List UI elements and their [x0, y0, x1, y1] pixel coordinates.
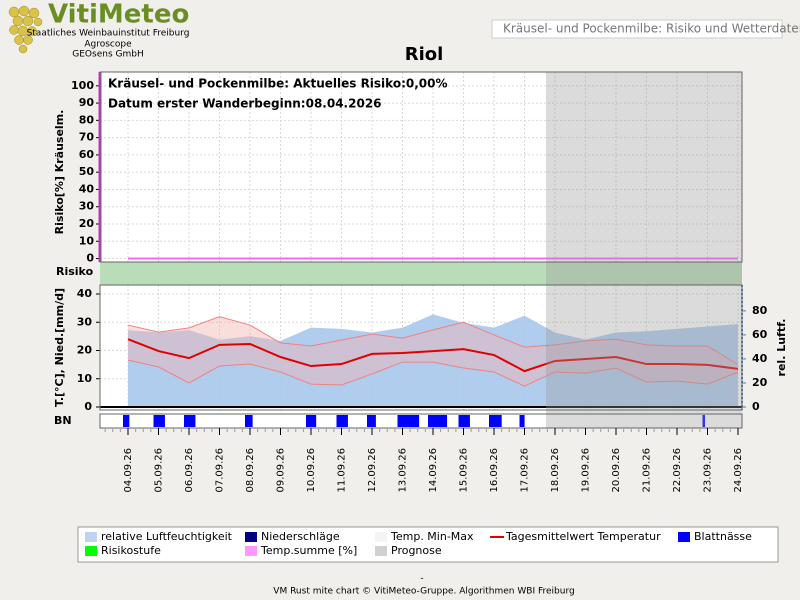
leaf-wetness-block	[123, 415, 130, 427]
legend-swatch	[245, 532, 257, 542]
x-tick-label: 06.09.26	[184, 448, 195, 493]
leaf-wetness-block	[153, 415, 165, 427]
legend-label: Niederschläge	[261, 530, 340, 543]
x-tick-label: 21.09.26	[642, 448, 653, 493]
row-label: BN	[54, 414, 72, 427]
y2-tick-label: 60	[752, 328, 768, 341]
x-tick-label: 19.09.26	[581, 448, 592, 493]
band-label: Risiko	[56, 265, 94, 278]
leaf-wetness-block	[306, 415, 317, 427]
x-tick-label: 18.09.26	[550, 448, 561, 493]
y2-tick-label: 40	[752, 352, 768, 365]
logo-grapes	[8, 5, 43, 54]
leaf-wetness-block	[458, 415, 470, 427]
panel-frame	[99, 71, 743, 263]
annotation: Datum erster Wanderbeginn:08.04.2026	[108, 97, 382, 111]
temp-mean-line	[127, 338, 739, 373]
leaf-wetness-block	[245, 415, 253, 427]
panel-frame	[99, 284, 743, 411]
legend-label: relative Luftfeuchtigkeit	[101, 530, 233, 543]
y-tick-label: 10	[77, 372, 93, 385]
x-tick-label: 09.09.26	[276, 448, 287, 493]
x-tick-label: 07.09.26	[215, 448, 226, 493]
leaf-wetness-block	[489, 415, 502, 427]
legend-swatch	[678, 532, 690, 542]
x-tick-label: 08.09.26	[245, 448, 256, 493]
y-axis-label: Risiko[%] Kräuselm.	[53, 110, 66, 235]
legend-swatch	[375, 532, 387, 542]
logo-line: GEOsens GmbH	[72, 50, 143, 60]
legend-swatch	[245, 546, 257, 556]
footer: VM Rust mite chart © VitiMeteo-Gruppe. A…	[273, 587, 574, 597]
logo-line: Agroscope	[84, 40, 132, 50]
chart-title: Riol	[405, 44, 444, 65]
footer-dash: -	[420, 574, 423, 584]
leaf-wetness-block	[184, 415, 196, 427]
y-tick-label: 20	[79, 217, 95, 230]
x-tick-label: 12.09.26	[367, 448, 378, 493]
x-tick-label: 14.09.26	[428, 448, 439, 493]
y-tick-label: 40	[77, 287, 93, 300]
page-title: Kräusel- und Pockenmilbe: Risiko und Wet…	[503, 22, 800, 36]
y-tick-label: 90	[79, 96, 95, 109]
y-tick-label: 50	[79, 165, 95, 178]
y-tick-label: 20	[77, 344, 93, 357]
y-axis-label: T.[°C], Nied.[mm/d]	[53, 288, 66, 407]
leaf-wetness-block	[519, 415, 525, 427]
leaf-wetness-block	[702, 415, 706, 427]
x-tick-label: 15.09.26	[459, 448, 470, 493]
y-tick-label: 40	[79, 182, 95, 195]
x-tick-label: 13.09.26	[398, 448, 409, 493]
page-title-box	[491, 19, 783, 39]
legend-label: Blattnässe	[694, 530, 752, 543]
x-tick-label: 05.09.26	[154, 448, 165, 493]
legend-label: Temp.summe [%]	[260, 544, 357, 557]
y-tick-label: 70	[79, 131, 95, 144]
y2-tick-label: 80	[752, 304, 768, 317]
panel-frame	[99, 413, 743, 429]
x-tick-label: 10.09.26	[306, 448, 317, 493]
x-tick-label: 04.09.26	[123, 448, 134, 493]
legend-label: Temp. Min-Max	[390, 530, 474, 543]
x-tick-label: 17.09.26	[520, 448, 531, 493]
y2-axis-label: rel. Luftf.	[775, 319, 788, 377]
legend-swatch	[85, 546, 97, 556]
legend-label: Tagesmittelwert Temperatur	[505, 530, 661, 543]
y-tick-label: 30	[77, 315, 93, 328]
leaf-wetness-block	[336, 415, 348, 427]
forecast-area	[546, 72, 742, 428]
leaf-wetness-block	[397, 415, 420, 427]
risk-band	[100, 262, 742, 285]
legend-label: Risikostufe	[101, 544, 161, 557]
humidity-area	[128, 314, 738, 407]
x-tick-label: 16.09.26	[489, 448, 500, 493]
legend-swatch	[85, 532, 97, 542]
x-tick-label: 23.09.26	[703, 448, 714, 493]
y-tick-label: 0	[84, 400, 92, 413]
x-tick-label: 11.09.26	[337, 448, 348, 493]
legend-box	[77, 526, 779, 563]
y-tick-label: 60	[79, 148, 95, 161]
y-tick-label: 10	[79, 234, 95, 247]
y-tick-label: 100	[71, 79, 94, 92]
y-tick-label: 30	[79, 200, 95, 213]
x-tick-label: 24.09.26	[733, 448, 744, 493]
logo-line: Staatliches Weinbauinstitut Freiburg	[27, 29, 190, 39]
y-tick-label: 80	[79, 113, 95, 126]
x-tick-label: 22.09.26	[672, 448, 683, 493]
logo-text: VitiMeteo	[48, 0, 189, 30]
y2-tick-label: 20	[752, 376, 768, 389]
x-tick-label: 20.09.26	[611, 448, 622, 493]
leaf-wetness-block	[428, 415, 448, 427]
temp-min-line	[127, 359, 739, 387]
legend-swatch	[375, 546, 387, 556]
y-tick-label: 0	[86, 252, 94, 265]
annotation: Kräusel- und Pockenmilbe: Aktuelles Risi…	[108, 77, 448, 91]
legend-label: Prognose	[391, 544, 442, 557]
y2-tick-label: 0	[752, 400, 760, 413]
temp-max-line	[127, 316, 739, 366]
leaf-wetness-block	[367, 415, 376, 427]
